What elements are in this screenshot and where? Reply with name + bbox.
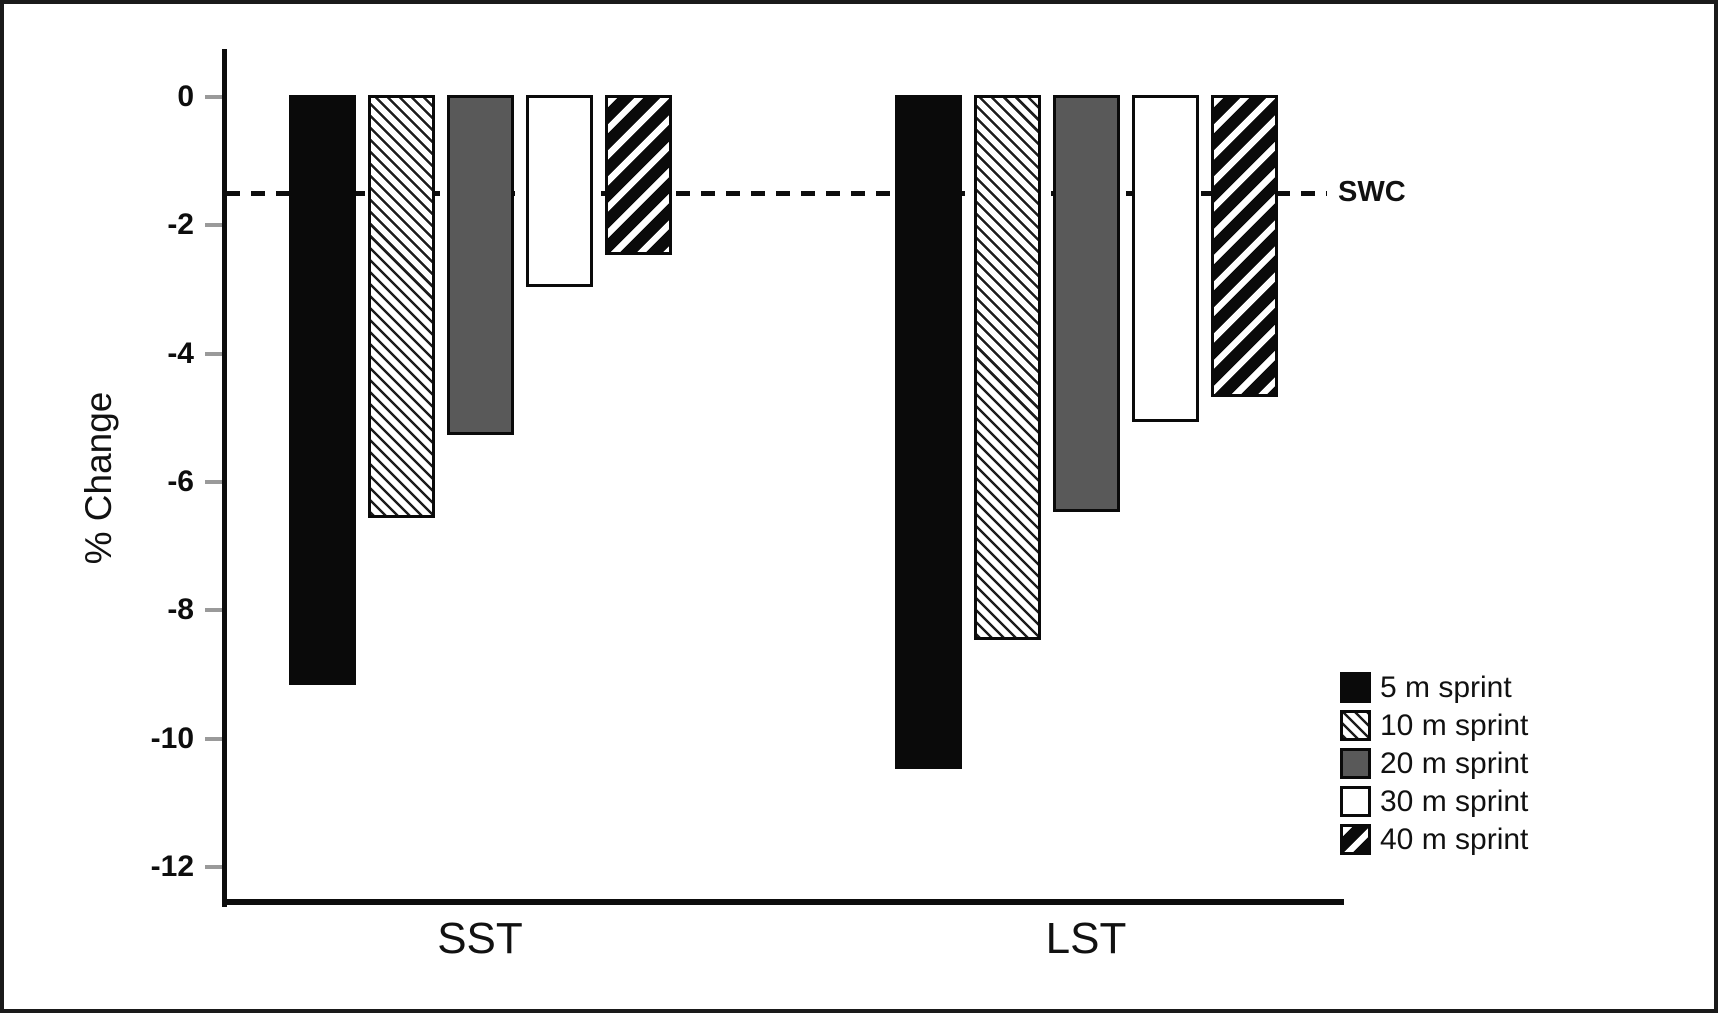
- y-tick-label--6: -6: [167, 464, 194, 498]
- y-tick--8: [205, 608, 222, 613]
- y-tick-label--12: -12: [150, 849, 194, 883]
- bar-lst-10m-sprint: [973, 95, 1041, 641]
- legend-row-10m-sprint: 10 m sprint: [1340, 710, 1528, 741]
- bar-lst-30m-sprint: [1131, 95, 1199, 423]
- x-axis-line: [222, 899, 1344, 905]
- y-tick--12: [205, 864, 222, 869]
- legend-row-30m-sprint: 30 m sprint: [1340, 786, 1528, 817]
- legend-swatch-light-diagonal-hatch-icon: [1340, 710, 1371, 741]
- y-tick--6: [205, 479, 222, 484]
- bar-sst-10m-sprint: [367, 95, 435, 519]
- legend-swatch-solid-white-icon: [1340, 786, 1371, 817]
- legend-label: 5 m sprint: [1380, 671, 1512, 704]
- swc-reference-label: SWC: [1338, 176, 1406, 208]
- y-tick-label--4: -4: [167, 336, 194, 370]
- x-group-label-sst: SST: [437, 914, 523, 963]
- legend-label: 10 m sprint: [1380, 709, 1529, 742]
- legend-label: 40 m sprint: [1380, 823, 1529, 856]
- legend-swatch-solid-darkgray-icon: [1340, 748, 1371, 779]
- y-tick-label--8: -8: [167, 593, 194, 627]
- swc-reference-line: [226, 191, 1327, 196]
- legend-row-20m-sprint: 20 m sprint: [1340, 748, 1528, 779]
- bar-lst-40m-sprint: [1210, 95, 1278, 397]
- bar-lst-5m-sprint: [894, 95, 962, 769]
- bar-sst-5m-sprint: [288, 95, 356, 686]
- legend-swatch-bold-diagonal-hatch-icon: [1340, 824, 1371, 855]
- y-tick-label--10: -10: [150, 721, 194, 755]
- y-tick--10: [205, 736, 222, 741]
- legend-row-5m-sprint: 5 m sprint: [1340, 672, 1528, 703]
- legend-row-40m-sprint: 40 m sprint: [1340, 824, 1528, 855]
- bar-sst-30m-sprint: [525, 95, 593, 288]
- bar-sst-20m-sprint: [446, 95, 514, 435]
- y-tick--2: [205, 223, 222, 228]
- legend-swatch-solid-black-icon: [1340, 672, 1371, 703]
- bar-sst-40m-sprint: [604, 95, 672, 256]
- y-tick--4: [205, 351, 222, 356]
- bar-lst-20m-sprint: [1052, 95, 1120, 512]
- y-tick-label-0: 0: [177, 80, 194, 113]
- legend: 5 m sprint 10 m sprint 20 m sprint 30 m spr…: [1340, 672, 1528, 862]
- y-axis-line: [222, 49, 227, 907]
- legend-label: 30 m sprint: [1380, 785, 1529, 818]
- y-tick-0: [205, 95, 222, 99]
- y-tick-label--2: -2: [167, 208, 194, 242]
- x-group-label-lst: LST: [1045, 914, 1127, 963]
- legend-label: 20 m sprint: [1380, 747, 1529, 780]
